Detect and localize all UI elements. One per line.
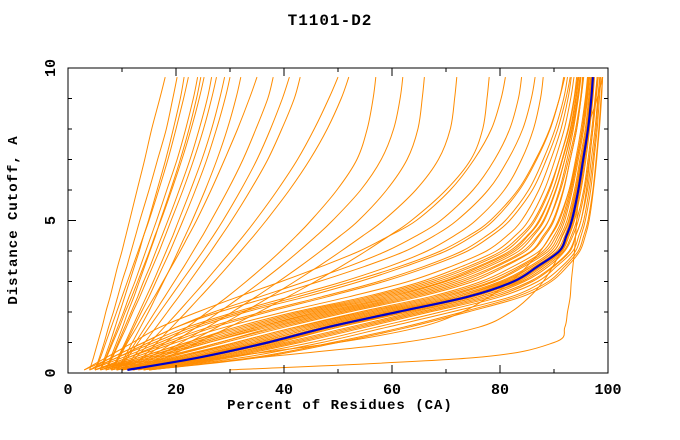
- chart-title: T1101-D2: [287, 12, 373, 30]
- model-curve: [94, 77, 575, 371]
- model-curve: [105, 77, 202, 371]
- model-curve: [105, 77, 213, 371]
- model-curve: [105, 77, 581, 371]
- model-curve: [148, 77, 601, 371]
- y-tick-label: 5: [43, 216, 60, 225]
- model-curve: [116, 76, 290, 371]
- model-curve: [94, 77, 572, 371]
- model-curve: [110, 76, 231, 371]
- model-curve: [132, 77, 458, 371]
- model-curve: [94, 76, 189, 371]
- x-tick-label: 20: [167, 382, 185, 399]
- y-tick-label: 0: [43, 368, 60, 377]
- x-tick-label: 80: [491, 382, 509, 399]
- model-curve: [121, 77, 590, 371]
- highlight-curve: [127, 77, 594, 371]
- model-curve: [99, 77, 199, 371]
- model-curve: [89, 77, 565, 371]
- model-curve: [94, 77, 571, 371]
- x-axis-label: Percent of Residues (CA): [227, 398, 453, 414]
- model-curve: [127, 77, 425, 371]
- x-tick-label: 40: [275, 382, 293, 399]
- model-curve: [94, 77, 178, 371]
- model-curve: [116, 76, 274, 371]
- model-curve: [121, 77, 593, 371]
- model-curve: [121, 76, 339, 371]
- model-curve: [99, 77, 185, 371]
- model-curve: [148, 77, 604, 371]
- model-curve: [143, 77, 601, 371]
- model-curve: [105, 76, 217, 371]
- model-curve: [110, 76, 258, 371]
- model-curve: [105, 77, 584, 371]
- y-tick-label: 10: [43, 59, 60, 77]
- model-curve: [229, 76, 604, 371]
- model-curve: [127, 76, 350, 371]
- model-curve: [143, 77, 602, 371]
- model-curve: [111, 77, 589, 371]
- model-curve: [116, 77, 588, 371]
- model-curve: [121, 77, 592, 371]
- model-curve: [100, 77, 579, 371]
- model-curve: [110, 76, 226, 371]
- x-tick-label: 60: [383, 382, 401, 399]
- model-curve: [83, 77, 536, 371]
- model-curve: [83, 77, 506, 371]
- model-curve: [89, 76, 166, 371]
- model-curve: [121, 77, 592, 371]
- model-curve: [89, 76, 566, 371]
- x-tick-label: 100: [594, 382, 621, 399]
- model-curve: [94, 77, 568, 371]
- model-curve: [132, 77, 598, 371]
- model-curve: [116, 76, 242, 371]
- model-curve: [100, 77, 580, 371]
- model-curve: [111, 77, 585, 371]
- y-axis-label: Distance Cutoff, A: [6, 135, 22, 305]
- model-curve: [121, 77, 377, 371]
- x-tick-label: 0: [63, 382, 72, 399]
- model-curve: [89, 77, 544, 371]
- model-curve: [132, 77, 595, 371]
- model-curve: [99, 76, 205, 371]
- model-curve: [121, 76, 301, 371]
- model-curve: [105, 77, 582, 371]
- model-curve: [138, 77, 599, 371]
